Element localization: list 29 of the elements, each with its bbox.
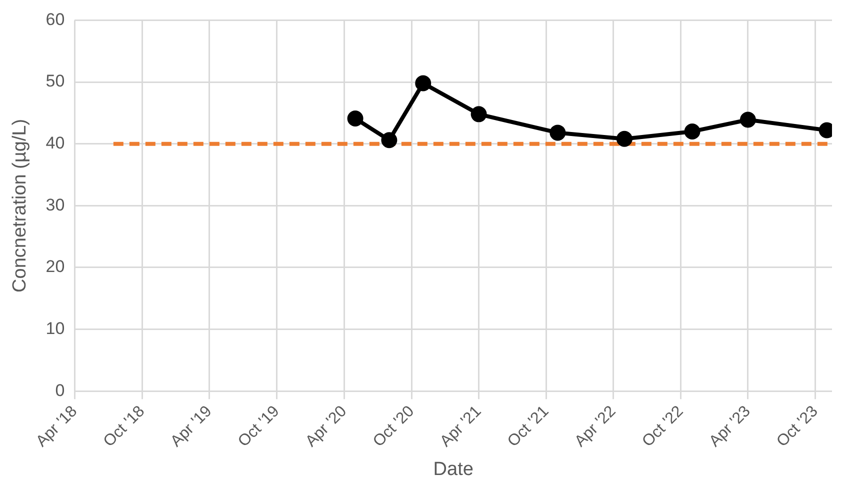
- x-tick-label: Oct '19: [235, 402, 283, 450]
- point: [415, 75, 432, 92]
- point: [470, 106, 487, 122]
- x-tick-label: Apr '18: [33, 402, 81, 450]
- x-tick-label: Apr '19: [168, 402, 216, 450]
- y-tick-label: 60: [46, 10, 65, 29]
- x-tick-label: Oct '22: [639, 402, 687, 450]
- point: [684, 123, 700, 140]
- point: [550, 124, 566, 141]
- y-axis-title: Concnetration (µg/L): [10, 118, 31, 292]
- y-tick-label: 50: [46, 72, 65, 91]
- x-axis-title: Date: [433, 458, 474, 480]
- point: [381, 132, 398, 148]
- x-tick-label: Apr '21: [437, 402, 485, 450]
- y-tick-label: 0: [55, 380, 65, 400]
- point: [347, 110, 364, 126]
- y-tick-label: 10: [46, 318, 65, 338]
- x-tick-label: Oct '21: [504, 402, 552, 450]
- x-tick-label: Apr '20: [302, 402, 350, 450]
- x-tick-label: Oct '18: [100, 402, 148, 450]
- x-tick-label: Oct '23: [774, 402, 822, 450]
- y-tick-label: 30: [46, 195, 65, 214]
- x-tick-label: Apr '22: [572, 402, 620, 450]
- point: [616, 130, 632, 147]
- y-tick-label: 40: [46, 134, 65, 153]
- x-tick-label: Oct '20: [370, 402, 418, 450]
- y-tick-label: 20: [46, 257, 65, 276]
- point: [740, 112, 756, 128]
- x-tick-label: Apr '23: [706, 402, 754, 450]
